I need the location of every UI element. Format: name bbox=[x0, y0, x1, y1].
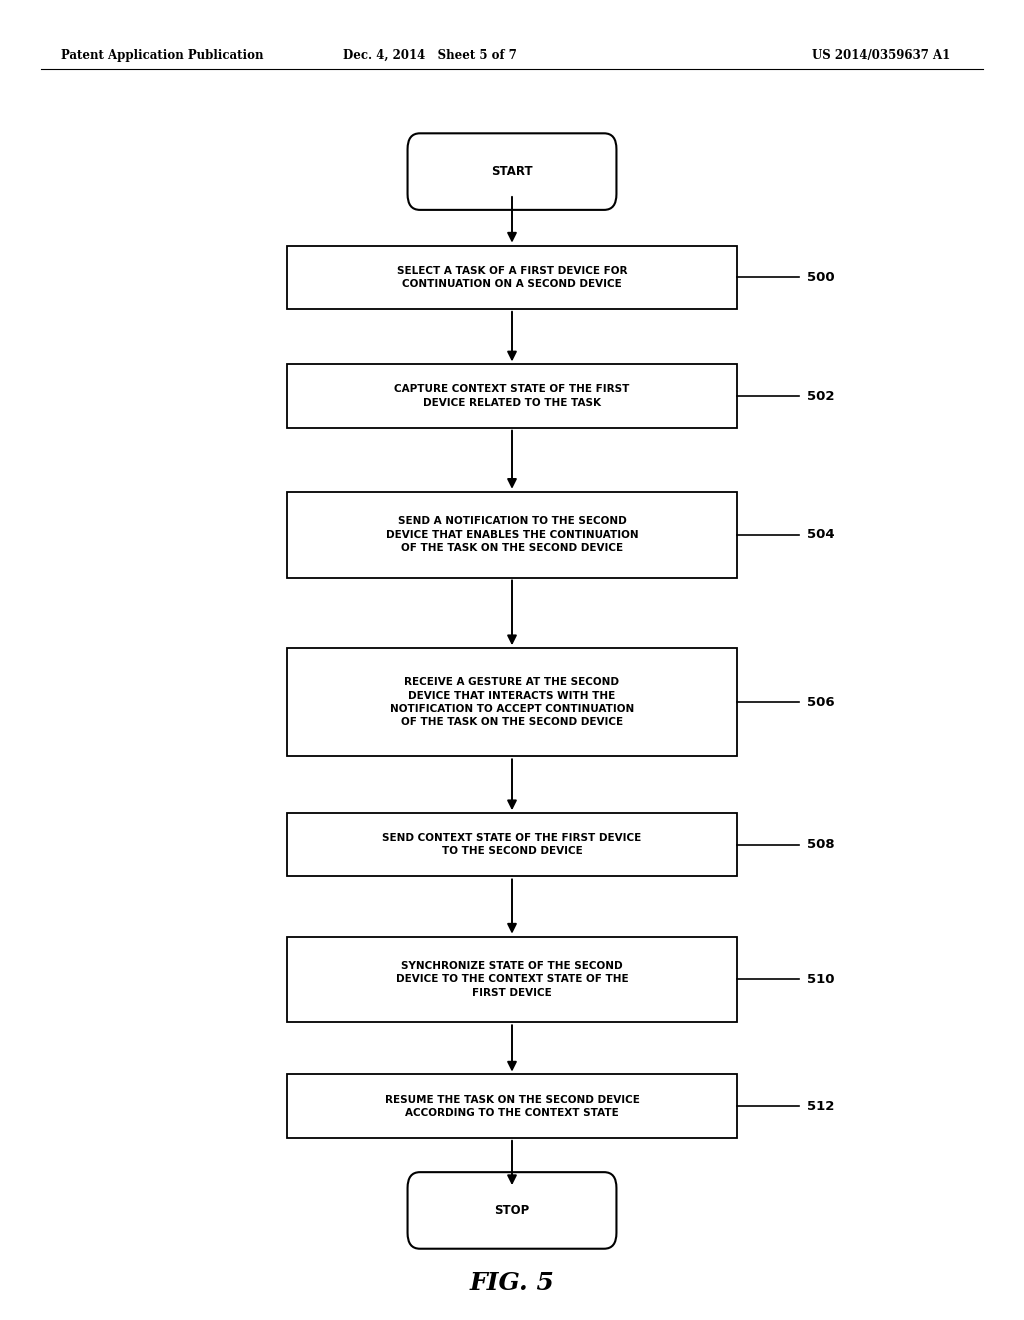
Text: 504: 504 bbox=[807, 528, 835, 541]
FancyBboxPatch shape bbox=[287, 364, 737, 428]
Text: US 2014/0359637 A1: US 2014/0359637 A1 bbox=[811, 49, 950, 62]
FancyBboxPatch shape bbox=[287, 648, 737, 756]
FancyBboxPatch shape bbox=[287, 492, 737, 578]
Text: Patent Application Publication: Patent Application Publication bbox=[61, 49, 264, 62]
FancyBboxPatch shape bbox=[287, 937, 737, 1022]
Text: SYNCHRONIZE STATE OF THE SECOND
DEVICE TO THE CONTEXT STATE OF THE
FIRST DEVICE: SYNCHRONIZE STATE OF THE SECOND DEVICE T… bbox=[395, 961, 629, 998]
FancyBboxPatch shape bbox=[287, 246, 737, 309]
FancyBboxPatch shape bbox=[287, 1074, 737, 1138]
Text: START: START bbox=[492, 165, 532, 178]
Text: SELECT A TASK OF A FIRST DEVICE FOR
CONTINUATION ON A SECOND DEVICE: SELECT A TASK OF A FIRST DEVICE FOR CONT… bbox=[396, 265, 628, 289]
Text: 506: 506 bbox=[807, 696, 835, 709]
Text: 502: 502 bbox=[807, 389, 835, 403]
Text: FIG. 5: FIG. 5 bbox=[470, 1271, 554, 1295]
Text: RECEIVE A GESTURE AT THE SECOND
DEVICE THAT INTERACTS WITH THE
NOTIFICATION TO A: RECEIVE A GESTURE AT THE SECOND DEVICE T… bbox=[390, 677, 634, 727]
Text: RESUME THE TASK ON THE SECOND DEVICE
ACCORDING TO THE CONTEXT STATE: RESUME THE TASK ON THE SECOND DEVICE ACC… bbox=[385, 1094, 639, 1118]
Text: STOP: STOP bbox=[495, 1204, 529, 1217]
Text: CAPTURE CONTEXT STATE OF THE FIRST
DEVICE RELATED TO THE TASK: CAPTURE CONTEXT STATE OF THE FIRST DEVIC… bbox=[394, 384, 630, 408]
Text: 512: 512 bbox=[807, 1100, 835, 1113]
Text: SEND A NOTIFICATION TO THE SECOND
DEVICE THAT ENABLES THE CONTINUATION
OF THE TA: SEND A NOTIFICATION TO THE SECOND DEVICE… bbox=[386, 516, 638, 553]
FancyBboxPatch shape bbox=[408, 133, 616, 210]
FancyBboxPatch shape bbox=[287, 813, 737, 876]
FancyBboxPatch shape bbox=[408, 1172, 616, 1249]
Text: 500: 500 bbox=[807, 271, 835, 284]
Text: SEND CONTEXT STATE OF THE FIRST DEVICE
TO THE SECOND DEVICE: SEND CONTEXT STATE OF THE FIRST DEVICE T… bbox=[382, 833, 642, 857]
Text: 510: 510 bbox=[807, 973, 835, 986]
Text: Dec. 4, 2014   Sheet 5 of 7: Dec. 4, 2014 Sheet 5 of 7 bbox=[343, 49, 517, 62]
Text: 508: 508 bbox=[807, 838, 835, 851]
